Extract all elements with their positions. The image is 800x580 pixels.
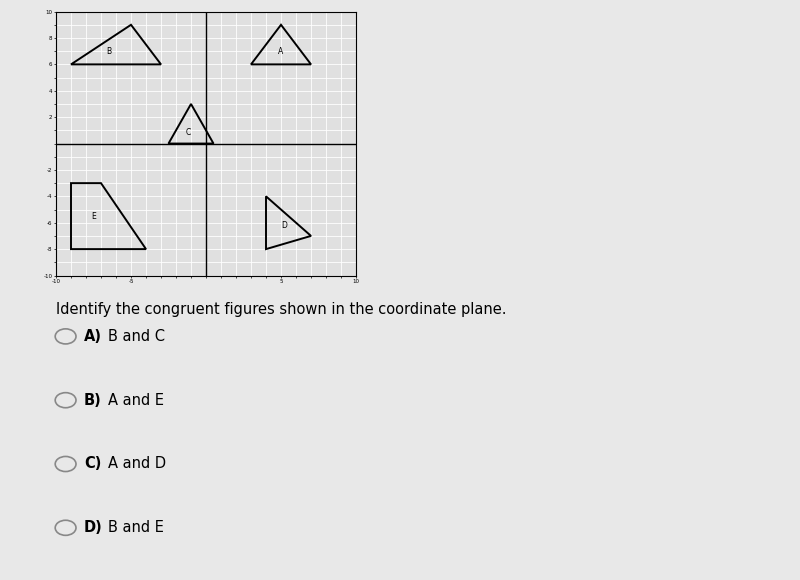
Text: B and C: B and C (108, 329, 165, 344)
Text: A and E: A and E (108, 393, 164, 408)
Text: D: D (281, 221, 287, 230)
Text: B and E: B and E (108, 520, 164, 535)
Text: Identify the congruent figures shown in the coordinate plane.: Identify the congruent figures shown in … (56, 302, 506, 317)
Text: A and D: A and D (108, 456, 166, 472)
Text: B: B (106, 46, 111, 56)
Text: E: E (91, 212, 96, 220)
Text: C: C (186, 129, 190, 137)
Text: A): A) (84, 329, 102, 344)
Text: D): D) (84, 520, 102, 535)
Text: B): B) (84, 393, 102, 408)
Text: C): C) (84, 456, 102, 472)
Text: A: A (278, 46, 284, 56)
